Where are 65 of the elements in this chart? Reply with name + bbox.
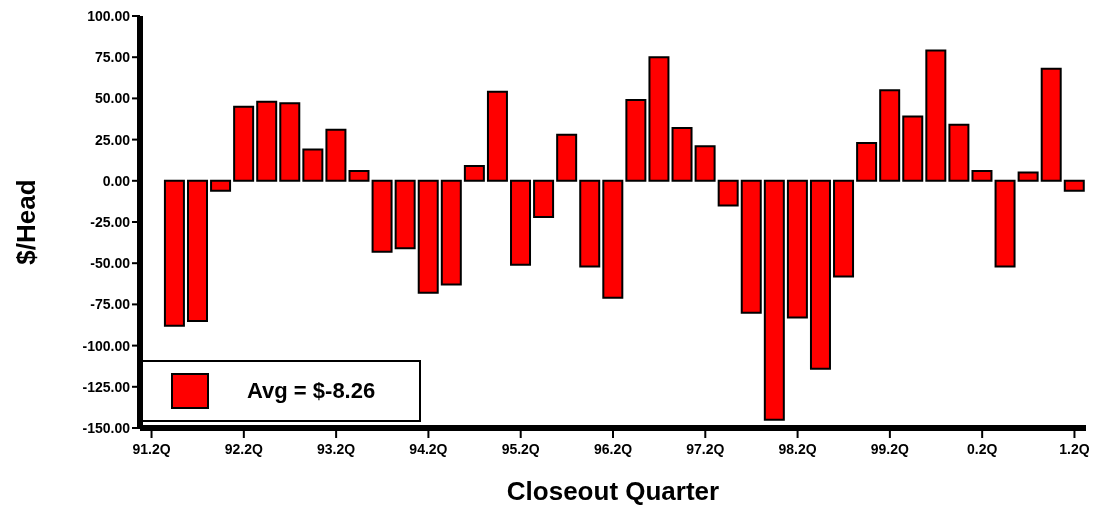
bar <box>533 179 555 219</box>
bar <box>809 179 831 370</box>
x-tick-label: 97.2Q <box>686 441 725 457</box>
bar <box>302 148 324 182</box>
x-tick-label: 96.2Q <box>593 441 633 457</box>
bar <box>786 179 808 319</box>
bar <box>971 169 993 182</box>
bar <box>279 102 301 182</box>
bar <box>694 145 716 182</box>
bar <box>648 56 670 182</box>
bar <box>394 179 416 250</box>
bar <box>625 99 647 182</box>
y-tick-label: 100.00 <box>87 7 131 24</box>
x-tick-label: 94.2Q <box>409 441 448 457</box>
bar <box>856 141 878 182</box>
bar <box>879 89 901 182</box>
y-tick-label: -50.00 <box>90 255 131 272</box>
x-tick-label: 99.2Q <box>870 441 910 457</box>
bar <box>510 179 532 266</box>
y-tick-label: -150.00 <box>82 419 131 436</box>
x-axis-title: Closeout Quarter <box>506 476 720 506</box>
bar <box>256 100 278 182</box>
bar <box>325 128 347 182</box>
bar <box>579 179 601 268</box>
x-tick-label: 91.2Q <box>132 441 171 457</box>
bar <box>948 123 970 182</box>
y-tick-label: -100.00 <box>82 337 131 354</box>
y-tick-label: 75.00 <box>94 49 131 66</box>
bar <box>671 127 693 182</box>
bar <box>1063 179 1085 192</box>
y-tick-label: 50.00 <box>94 90 131 107</box>
bar <box>1040 67 1062 182</box>
bar <box>463 164 485 182</box>
bar <box>440 179 462 286</box>
bar <box>994 179 1016 268</box>
bar <box>210 179 232 192</box>
bar <box>371 179 393 253</box>
bar <box>186 179 208 322</box>
bar <box>740 179 762 314</box>
bar <box>233 105 255 182</box>
x-tick-label: 95.2Q <box>501 441 540 457</box>
x-tick-label: 98.2Q <box>778 441 817 457</box>
bar <box>556 133 578 182</box>
bar <box>163 179 185 327</box>
x-tick-label: 93.2Q <box>317 441 356 457</box>
bar <box>486 90 508 182</box>
bar <box>1017 171 1039 182</box>
bar <box>763 179 785 421</box>
bar <box>417 179 439 294</box>
bar <box>717 179 739 207</box>
y-tick-label: 0.00 <box>102 172 131 189</box>
y-axis-title: $/Head <box>11 179 42 265</box>
bar <box>925 49 947 182</box>
x-tick-label: 0.2Q <box>966 441 998 457</box>
y-tick-label: 25.00 <box>94 131 131 148</box>
legend-label: Avg = $-8.26 <box>247 378 376 404</box>
bar <box>833 179 855 278</box>
y-tick-label: -25.00 <box>90 213 131 230</box>
y-tick-label: -125.00 <box>82 378 131 395</box>
x-tick-label: 92.2Q <box>224 441 264 457</box>
bar <box>348 169 370 182</box>
bar <box>602 179 624 299</box>
bar <box>902 115 924 182</box>
x-tick-label: 1.2Q <box>1059 441 1090 457</box>
y-tick-label: -75.00 <box>90 296 131 313</box>
